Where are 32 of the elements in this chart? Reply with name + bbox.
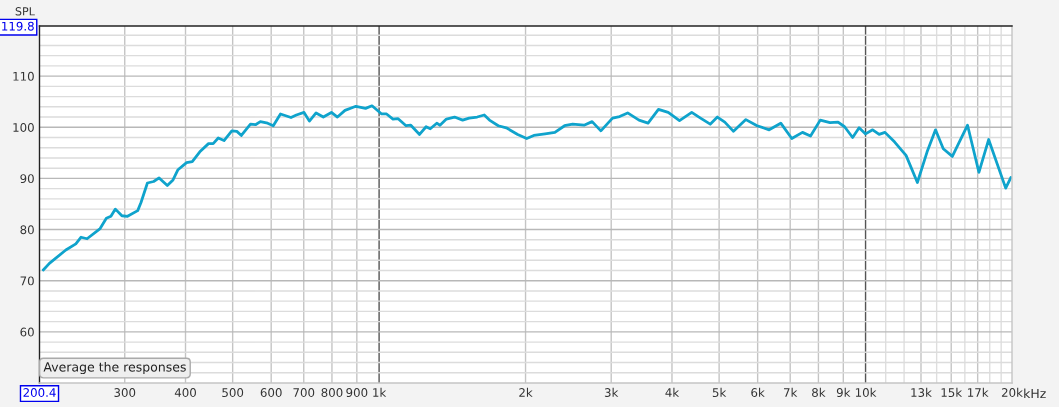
x-tick-label: 600 (260, 388, 282, 397)
x-tick-label: 300 (114, 388, 136, 397)
x-tick-label: 5k (712, 387, 727, 397)
y-tick-label: 80 (20, 225, 34, 235)
y-tick-label: 100 (13, 122, 34, 132)
x-tick-label: 500 (222, 388, 244, 397)
y-tick-label: 90 (20, 174, 34, 184)
x-tick-label: 400 (174, 388, 196, 397)
x-tick-label: 4k (665, 387, 680, 397)
annotation: Average the responses (43, 361, 186, 375)
x-tick-label: 8k (812, 387, 826, 397)
x-tick-label: 9k (836, 387, 851, 397)
x-tick-label: 200.4 (23, 388, 56, 397)
x-tick-label: 900 (346, 388, 368, 397)
x-tick-label: 13k (911, 387, 932, 397)
x-tick-label: 3k (604, 387, 619, 397)
x-tick-label: 800 (321, 388, 343, 397)
y-tick-label: 70 (20, 276, 34, 286)
y-tick-label: 60 (20, 327, 34, 337)
x-tick-label: 700 (293, 388, 315, 397)
x-tick-label: 6k (751, 387, 765, 397)
x-tick-label: 1k (373, 387, 387, 397)
y-tick-label: 119.8 (2, 21, 34, 31)
y-axis-title: SPL (15, 7, 35, 16)
x-tick-label: 17k (968, 387, 989, 397)
x-axis-title: kHz (1024, 388, 1046, 399)
x-tick-label: 7k (784, 387, 798, 397)
x-tick-label: 10k (855, 387, 877, 397)
x-tick-label: 2k (519, 387, 533, 397)
x-tick-label: 20k (1001, 387, 1023, 397)
y-tick-label: 110 (13, 71, 34, 81)
x-tick-label: 15k (941, 387, 963, 397)
